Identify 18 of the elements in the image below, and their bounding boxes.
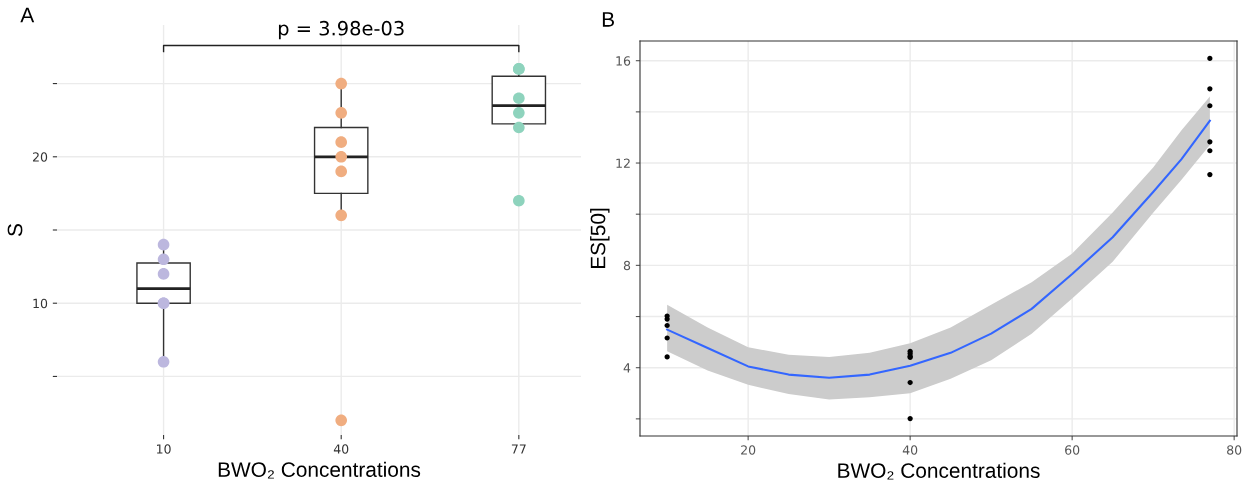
y-tick-label: 4 <box>623 363 631 373</box>
x-tick-label: 77 <box>511 444 526 454</box>
x-tick-label: 40 <box>902 445 918 455</box>
x-tick-label: 40 <box>333 444 349 454</box>
chart-title: B <box>602 12 614 27</box>
annotation: p = 3.98e-03 <box>278 20 404 40</box>
y-axis-title: ES[50] <box>590 208 610 269</box>
x-tick-label: 60 <box>1065 445 1080 455</box>
y-axis-title: S <box>7 224 23 236</box>
x-tick-label: 80 <box>1227 445 1242 455</box>
x-axis-title: BWO₂ Concentrations <box>838 462 1040 480</box>
chart-title: A <box>20 7 35 23</box>
y-tick-label: 8 <box>623 260 631 271</box>
x-tick-label: 10 <box>157 444 171 454</box>
x-tick-label: 20 <box>741 445 756 455</box>
x-axis-title: BWO₂ Concentrations <box>218 461 421 479</box>
y-tick-label: 16 <box>616 56 631 66</box>
y-tick-label: 12 <box>616 158 630 168</box>
